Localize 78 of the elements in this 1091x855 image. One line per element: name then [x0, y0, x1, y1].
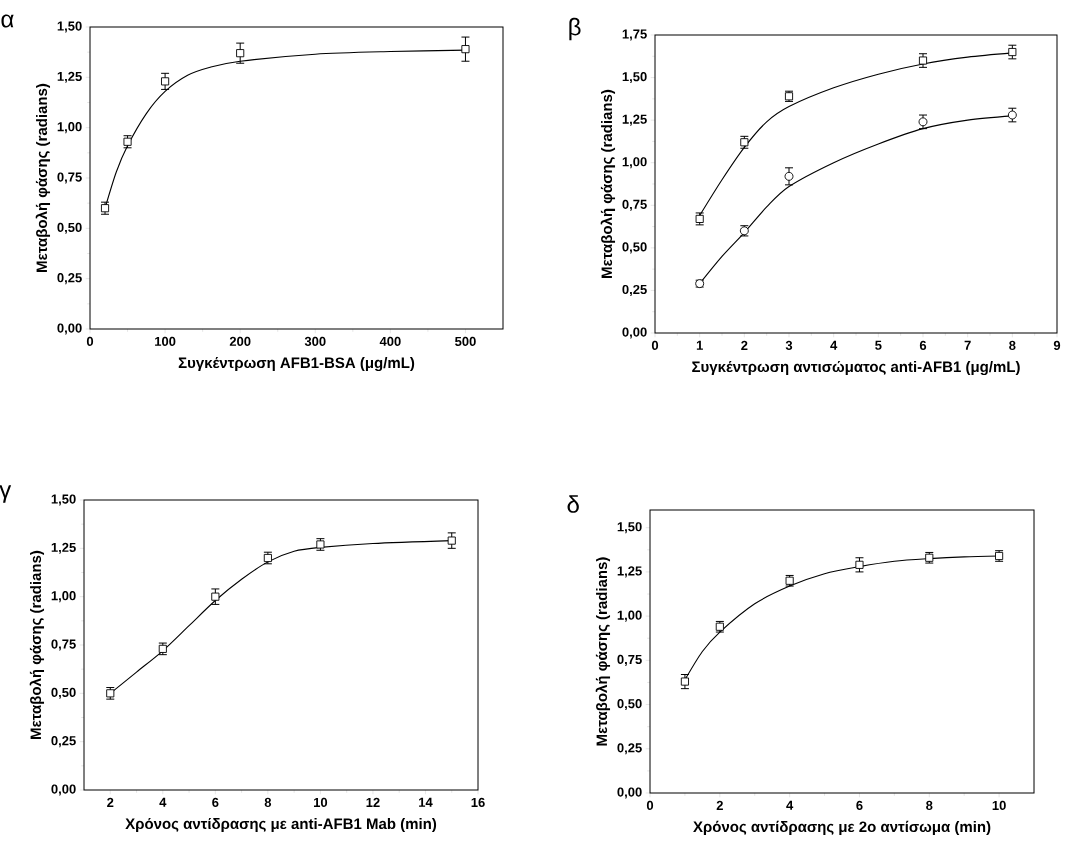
y-tick-label: 0,00: [622, 327, 647, 339]
x-axis-title: Συγκέντρωση AFB1-BSA (μg/mL): [178, 356, 415, 372]
point: [161, 77, 170, 86]
x-tick-label: 2: [107, 797, 114, 807]
x-tick-label: 2: [741, 340, 748, 350]
y-tick-label: 1,50: [51, 494, 76, 506]
x-tick-label: 8: [264, 797, 272, 807]
chart-title: α: [1, 14, 14, 28]
x-axis-title: Χρόνος αντίδρασης με 2ο αντίσωμα (min): [693, 820, 991, 836]
x-tick-label: 6: [212, 797, 219, 807]
x-tick-label: 2: [716, 800, 723, 810]
x-tick-label: 8: [926, 800, 933, 810]
y-tick-label: 1,00: [51, 591, 76, 603]
point: [236, 49, 245, 58]
point: [447, 536, 456, 545]
x-tick-label: 0: [646, 800, 654, 810]
y-tick-label: 0,25: [57, 273, 82, 285]
x-tick-label: 0: [86, 336, 94, 346]
point: [855, 560, 864, 569]
y-tick-label: 1,00: [622, 157, 647, 169]
y-tick-label: 1,75: [622, 29, 647, 41]
y-tick-label: 0,25: [51, 736, 76, 748]
x-tick-label: 10: [313, 797, 328, 807]
y-tick-label: 0,75: [617, 654, 642, 666]
y-tick-label: 0,25: [617, 743, 642, 755]
x-axis-title: Χρόνος αντίδρασης με anti-AFB1 Mab (min): [125, 817, 437, 833]
x-tick-label: 300: [304, 336, 326, 347]
chart-title: δ: [567, 495, 579, 513]
y-axis-title: Μεταβολή φάσης (radians): [29, 550, 45, 739]
x-tick-label: 200: [229, 336, 251, 346]
x-tick-label: 6: [856, 800, 863, 810]
y-tick-label: 0,50: [57, 222, 82, 234]
y-axis-title: Μεταβολή φάσης (radians): [600, 89, 616, 278]
x-tick-label: 5: [875, 340, 882, 350]
x-tick-label: 3: [785, 340, 793, 351]
x-tick-label: 14: [419, 797, 433, 807]
y-tick-label: 1,25: [622, 114, 647, 126]
x-tick-label: 9: [1053, 340, 1061, 350]
y-tick-label: 1,25: [51, 542, 76, 554]
y-tick-label: 1,00: [57, 122, 82, 134]
x-tick-label: 500: [455, 336, 476, 346]
point: [461, 45, 470, 54]
point: [784, 171, 794, 181]
y-tick-label: 0,00: [617, 787, 642, 799]
y-tick-label: 0,50: [51, 687, 76, 699]
x-tick-label: 400: [379, 336, 401, 346]
y-tick-label: 1,50: [57, 21, 82, 33]
x-tick-label: 4: [786, 800, 794, 810]
y-tick-label: 0,75: [51, 639, 76, 651]
y-tick-label: 0,50: [622, 242, 647, 254]
y-axis-title: Μεταβολή φάσης (radians): [35, 83, 51, 272]
y-tick-label: 0,25: [622, 284, 647, 296]
x-tick-label: 4: [159, 797, 167, 807]
y-axis-title: Μεταβολή φάσης (radians): [595, 557, 611, 746]
chart-title: β: [569, 17, 581, 41]
x-tick-label: 100: [155, 336, 176, 346]
x-tick-label: 12: [366, 797, 380, 807]
y-tick-label: 0,00: [51, 784, 76, 796]
y-tick-label: 1,50: [622, 72, 647, 84]
x-tick-label: 8: [1009, 340, 1016, 350]
x-tick-label: 4: [830, 340, 838, 350]
y-tick-label: 0,00: [57, 323, 82, 335]
point: [211, 592, 220, 601]
x-tick-label: 0: [651, 340, 659, 350]
x-tick-label: 10: [992, 800, 1006, 810]
y-tick-label: 1,25: [617, 566, 642, 578]
x-axis-title: Συγκέντρωση αντισώματος anti-AFB1 (μg/mL): [692, 360, 1020, 376]
y-tick-label: 0,75: [57, 172, 82, 184]
x-tick-label: 7: [964, 340, 971, 350]
chart-title: γ: [0, 485, 12, 503]
y-tick-label: 0,50: [617, 699, 642, 711]
y-tick-label: 1,50: [617, 522, 642, 534]
x-tick-label: 1: [696, 340, 703, 350]
x-tick-label: 16: [471, 797, 485, 807]
y-tick-label: 0,75: [622, 199, 647, 211]
x-tick-label: 6: [919, 340, 927, 350]
y-tick-label: 1,00: [617, 610, 642, 622]
y-tick-label: 1,25: [57, 71, 82, 83]
